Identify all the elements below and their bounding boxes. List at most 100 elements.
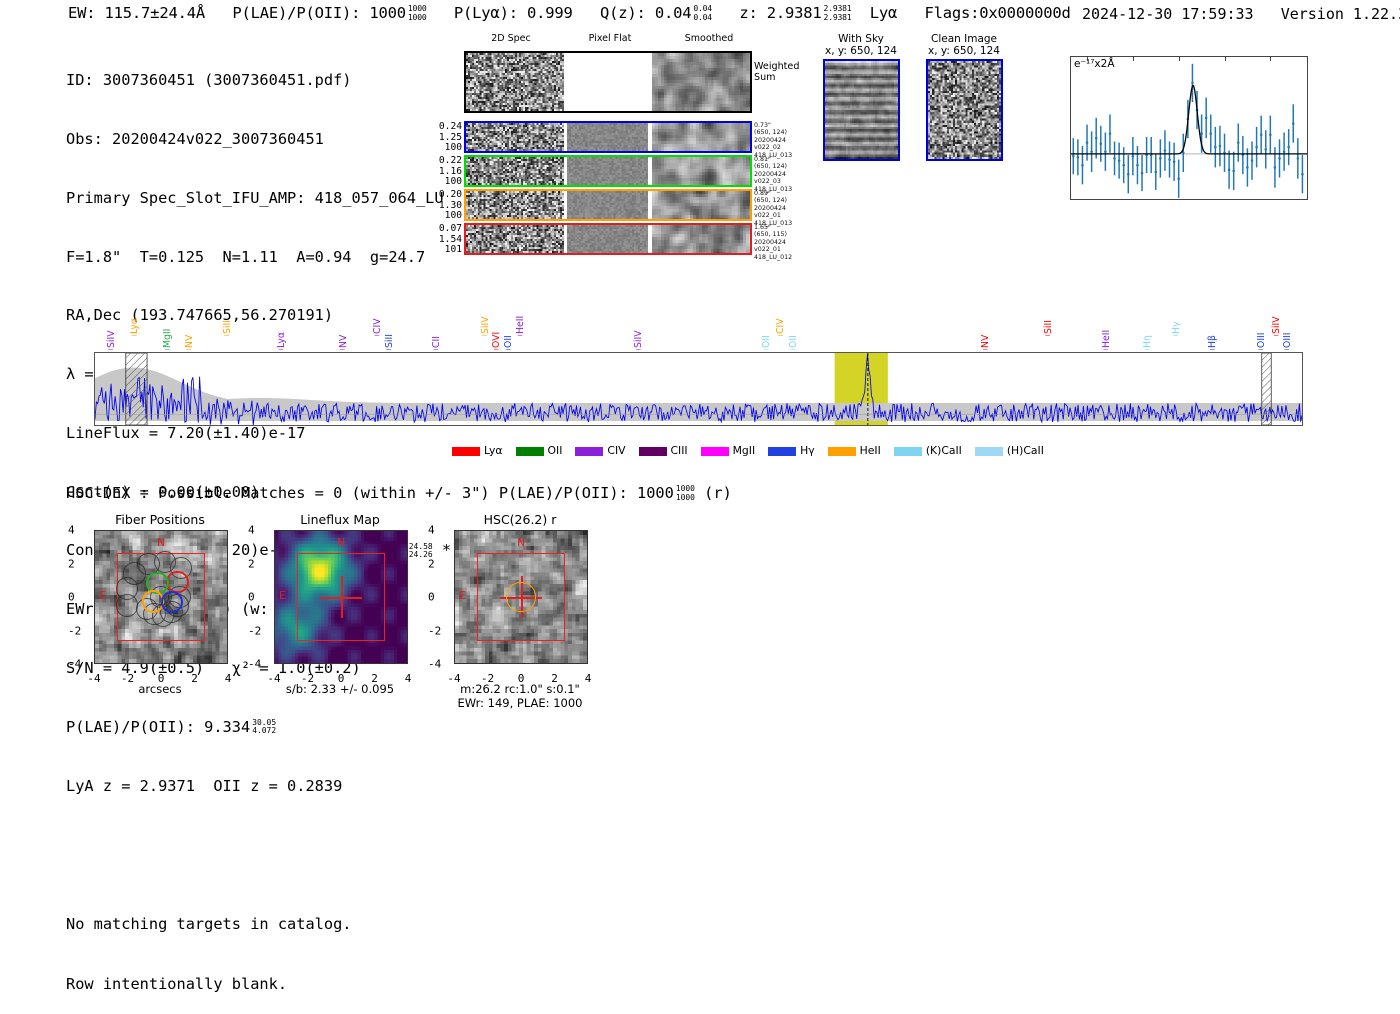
info-id: ID: 3007360451 (3007360451.pdf) xyxy=(66,71,352,90)
emission-line-brace: ⌣ xyxy=(763,345,770,355)
xtick-mark xyxy=(1224,57,1226,61)
header-plae-hi: 1000 xyxy=(407,4,427,14)
spec-right-label: 1.65" xyxy=(754,224,771,231)
line-profile-chart: e⁻¹⁷x2Å -2-10123447404760478048004820 xyxy=(1032,48,1310,228)
header-qz-label: Q(z): 0.04 xyxy=(600,4,692,22)
emission-line-brace: ⌣ xyxy=(481,331,488,341)
legend-swatch xyxy=(893,446,922,456)
red-field-box xyxy=(477,553,565,641)
footer-message: No matching targets in catalog. Row inte… xyxy=(66,874,352,1014)
cutout-image-clean[interactable] xyxy=(926,59,1003,161)
footer-line-1: No matching targets in catalog. xyxy=(66,915,352,933)
emission-line-brace: ⌣ xyxy=(373,331,380,341)
spec-right-label: 0.73" xyxy=(754,122,771,129)
imaging-xtick: 0 xyxy=(517,672,525,685)
ytick-mark xyxy=(1070,131,1071,132)
xtick-mark xyxy=(1087,57,1089,61)
cutout-title-clean: Clean Image x, y: 650, 124 xyxy=(915,33,1013,57)
emission-line-label-OII: OII xyxy=(761,335,773,348)
spec-right-label: (650, 124) xyxy=(754,197,787,205)
emission-line-label-CIV: CIV xyxy=(371,318,383,334)
header-z-hi: 2.9381 xyxy=(823,4,852,14)
emission-line-label-Hη: Hη xyxy=(1142,335,1154,348)
emission-line-brace: ⌣ xyxy=(107,345,114,355)
hsc-lo: 1000 xyxy=(675,492,695,502)
aperture-circle xyxy=(506,582,536,612)
emission-line-brace: ⌣ xyxy=(164,345,171,355)
line-profile-unit-label: e⁻¹⁷x2Å xyxy=(1074,58,1115,70)
timestamp: 2024-12-30 17:59:33 xyxy=(1082,5,1254,23)
emission-line-brace: ⌣ xyxy=(1273,331,1280,341)
red-field-box xyxy=(297,553,385,641)
fiber-highlight xyxy=(166,570,189,593)
imaging-xtick: 4 xyxy=(584,672,592,685)
emission-line-label-SiIV: SiIV xyxy=(105,330,117,348)
cutout-title-text: With Sky xyxy=(838,33,884,45)
spec-strip-right-labels-4: 1.65" (650, 115) 20200424 v022_01 418_LU_012 xyxy=(754,224,814,261)
north-label: N xyxy=(157,536,166,550)
ytick-mark xyxy=(1070,86,1071,87)
info-plae-hi: 30.05 xyxy=(252,717,277,727)
spec-smoothed-cell xyxy=(652,225,750,253)
spec-strip-left-labels-1: 0.24 1.25 100 xyxy=(432,121,462,154)
spec-left-label: 100 xyxy=(444,210,462,221)
spec-right-label: 418_LU_012 xyxy=(754,253,793,261)
cutout-title-text: Clean Image xyxy=(930,33,998,45)
header-z-label: z: 2.9381 xyxy=(739,4,822,22)
spec-right-label: 20200424 xyxy=(754,170,787,178)
emission-line-label-Lyα: Lyα xyxy=(129,318,141,334)
spec-column-header-2: Smoothed xyxy=(684,33,734,44)
hsc-dex-match-line: HSC-DEX : Possible Matches = 0 (within +… xyxy=(66,484,732,502)
imaging-xtick: 0 xyxy=(157,672,165,685)
weighted-sum-label: Weighted Sum xyxy=(754,61,799,83)
emission-line-brace: ⌣ xyxy=(777,331,784,341)
legend-swatch xyxy=(827,446,856,456)
spec-right-label: (650, 124) xyxy=(754,129,787,137)
emission-line-label-Hγ: Hγ xyxy=(1170,321,1182,335)
info-seeing: F=1.8" T=0.125 N=1.11 A=0.94 g=24.7 xyxy=(66,247,426,266)
emission-line-brace: ⌣ xyxy=(1283,345,1290,355)
emission-line-brace: ⌣ xyxy=(1172,331,1179,341)
spec-right-label: 20200424 xyxy=(754,204,787,212)
spec-strip-4 xyxy=(464,223,752,255)
cutout-image-sky[interactable] xyxy=(823,59,900,161)
header-plae-label: P(LAE)/P(OII): 1000 xyxy=(232,4,406,22)
north-label: N xyxy=(517,536,526,550)
spec-strip-3 xyxy=(464,189,752,221)
emission-line-brace: ⌣ xyxy=(1209,345,1216,355)
spec-left-label: 0.22 xyxy=(438,155,462,166)
spec-left-label: 100 xyxy=(444,176,462,187)
hsc-post: (r) xyxy=(704,484,732,502)
cutout-subtitle-text: x, y: 650, 124 xyxy=(928,45,1000,57)
legend-swatch xyxy=(768,446,797,456)
spec-right-label: v022_03 xyxy=(754,178,781,186)
emission-line-brace: ⌣ xyxy=(339,345,346,355)
spec-left-label: 100 xyxy=(444,142,462,153)
legend-swatch xyxy=(515,446,544,456)
emission-line-label-CII: CII xyxy=(430,336,442,348)
emission-line-label-HeII: HeII xyxy=(1100,329,1112,348)
ytick-mark xyxy=(1070,176,1071,177)
spec-left-label: 1.54 xyxy=(438,233,462,245)
spec-smoothed-cell xyxy=(652,123,750,151)
spec-left-label: 1.16 xyxy=(438,165,462,177)
emission-line-brace: ⌣ xyxy=(385,345,392,355)
imaging-xtick: -2 xyxy=(480,672,495,685)
spec-left-label: 0.24 xyxy=(438,121,462,132)
legend-item-HeII: HeII xyxy=(827,444,881,457)
info-primary-spec: Primary Spec_Slot_IFU_AMP: 418_057_064_L… xyxy=(66,188,444,207)
imaging-xtick: 4 xyxy=(224,672,232,685)
emission-line-label-NV: NV xyxy=(337,334,349,348)
spec-2d-cell xyxy=(466,53,564,111)
xtick-mark xyxy=(1178,57,1180,61)
info-obs: Obs: 20200424v022_3007360451 xyxy=(66,129,324,148)
info-radec: RA,Dec (193.747665,56.270191) xyxy=(66,306,334,325)
spec-smoothed-cell xyxy=(652,53,750,111)
emission-line-brace: ⌣ xyxy=(1144,345,1151,355)
legend-item-CIV: CIV xyxy=(575,444,626,457)
legend-label: CIII xyxy=(670,444,688,457)
info-plae-pre: P(LAE)/P(OII): 9.334 xyxy=(66,717,251,736)
